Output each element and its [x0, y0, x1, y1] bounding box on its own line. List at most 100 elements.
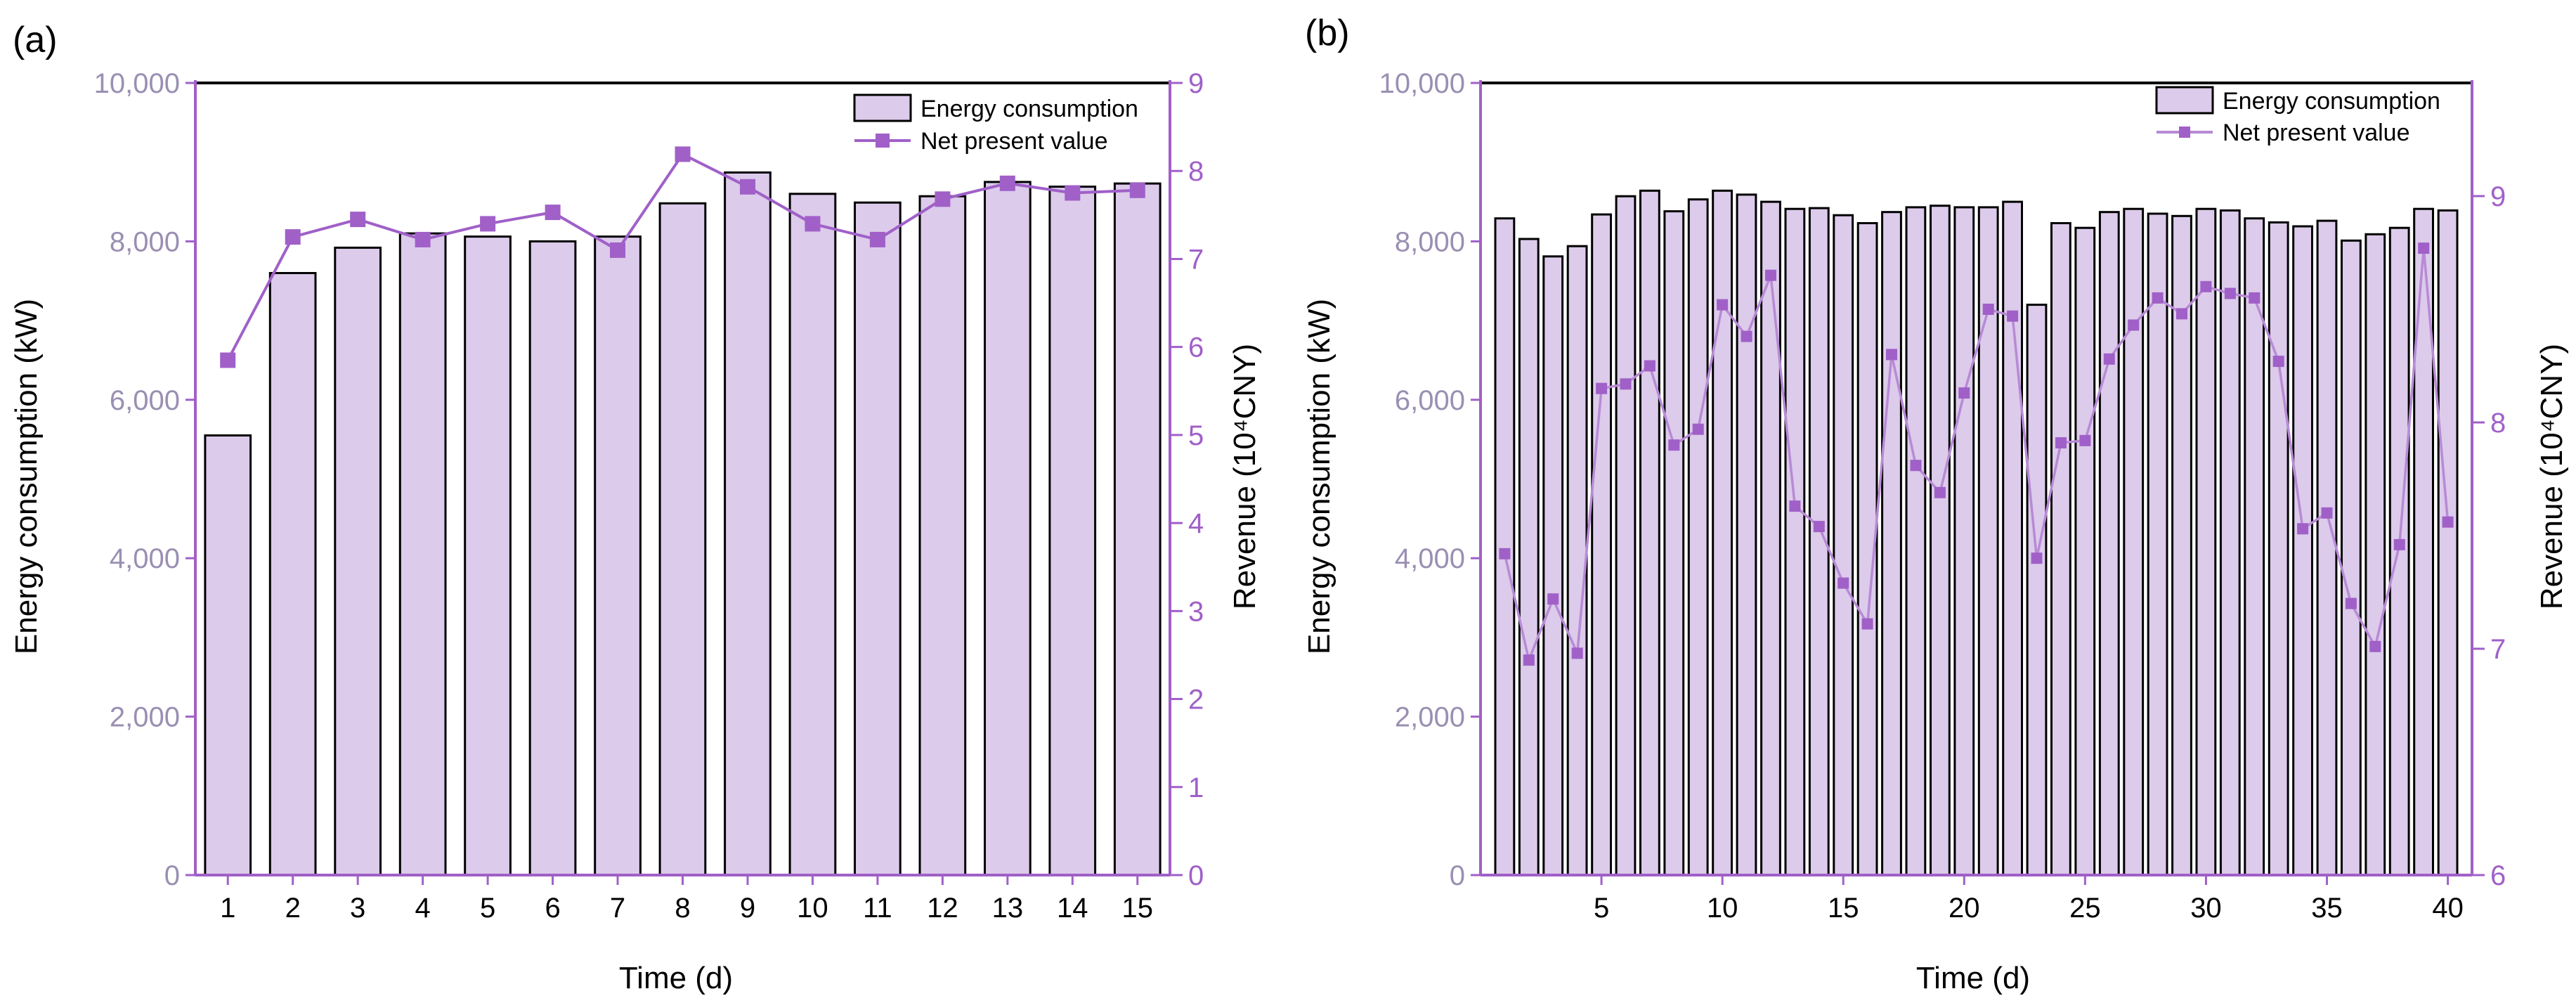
npv-point-a-2 [285, 229, 301, 245]
bar-b-19 [1930, 205, 1951, 876]
bar-a-15 [1113, 182, 1162, 876]
y2-tick-label-a-0: 0 [1188, 860, 1204, 891]
bar-a-3 [334, 246, 382, 876]
npv-point-a-8 [675, 146, 691, 162]
npv-point-b-16 [1861, 618, 1873, 630]
npv-point-b-2 [1523, 654, 1535, 666]
chart-panel-b: 0 2,000 4,000 6,000 8,000 10,000 6 7 8 9 5 10 15 20 25… [1302, 13, 2569, 995]
bar-b-11 [1736, 193, 1757, 876]
npv-point-b-30 [2200, 280, 2212, 292]
npv-point-b-33 [2272, 356, 2284, 368]
npv-point-b-23 [2031, 552, 2043, 564]
bar-b-27 [2123, 207, 2145, 876]
bar-b-17 [1881, 211, 1902, 876]
legend-swatch-bar-a [853, 93, 912, 122]
bar-b-7 [1639, 189, 1660, 876]
npv-point-b-11 [1741, 330, 1752, 342]
bar-a-9 [724, 171, 772, 876]
bar-a-14 [1048, 186, 1097, 876]
bar-a-6 [528, 240, 577, 876]
y-tick-label-b-6000: 6,000 [1395, 385, 1465, 416]
y-tick-label-a-0: 0 [164, 860, 180, 891]
y-tick-label-b-0: 0 [1450, 860, 1465, 891]
npv-point-a-11 [869, 231, 885, 247]
npv-point-b-29 [2176, 308, 2187, 320]
y2-axis-label-b: Revenue (10⁴CNY) [2535, 344, 2569, 609]
npv-point-b-1 [1499, 548, 1511, 559]
npv-point-a-1 [220, 352, 236, 368]
x-tick-label-a-4: 4 [415, 893, 431, 924]
npv-point-b-21 [1982, 304, 1994, 315]
npv-point-a-15 [1129, 182, 1145, 198]
bar-b-9 [1687, 198, 1709, 876]
bar-a-2 [268, 272, 317, 876]
bar-a-7 [594, 235, 642, 876]
npv-point-b-3 [1547, 593, 1559, 605]
legend-swatch-bar-b [2155, 86, 2214, 115]
y-tick-label-b-4000: 4,000 [1395, 543, 1465, 574]
bar-b-34 [2292, 225, 2313, 876]
npv-point-a-12 [935, 191, 951, 207]
npv-point-b-13 [1789, 500, 1801, 512]
npv-point-b-31 [2224, 287, 2236, 299]
npv-point-b-40 [2442, 516, 2454, 528]
x-tick-label-a-10: 10 [797, 893, 828, 924]
bar-a-10 [788, 193, 837, 876]
legend-label-line-b: Net present value [2223, 119, 2410, 146]
x-tick-label-a-12: 12 [927, 893, 958, 924]
bar-b-33 [2268, 221, 2289, 876]
bar-b-8 [1663, 210, 1685, 876]
npv-point-b-9 [1692, 423, 1704, 435]
line-series-a [220, 146, 1145, 368]
x-tick-label-b-15: 15 [1828, 893, 1859, 924]
x-tick-label-a-3: 3 [350, 893, 365, 924]
bar-b-2 [1518, 238, 1540, 876]
x-tick-label-b-5: 5 [1594, 893, 1609, 924]
y2-tick-label-b-7: 7 [2490, 634, 2506, 665]
bar-b-18 [1905, 206, 1927, 876]
bar-b-40 [2437, 209, 2459, 876]
legend-b: Energy consumption Net present value [2155, 86, 2440, 146]
y2-tick-label-a-3: 3 [1188, 596, 1204, 627]
y-tick-label-b-10000: 10,000 [1379, 68, 1465, 99]
y-tick-label-b-2000: 2,000 [1395, 702, 1465, 733]
bar-b-35 [2316, 219, 2338, 876]
npv-point-a-14 [1065, 185, 1081, 201]
legend-swatch-marker-a [876, 134, 890, 148]
y2-tick-label-a-8: 8 [1188, 156, 1204, 187]
bar-b-25 [2074, 226, 2096, 876]
axes-b: 0 2,000 4,000 6,000 8,000 10,000 6 7 8 9 5 10 15 20 25… [1379, 68, 2506, 924]
npv-point-b-15 [1837, 577, 1849, 589]
x-tick-label-a-8: 8 [675, 893, 690, 924]
y-tick-label-a-2000: 2,000 [110, 702, 180, 733]
bar-b-26 [2098, 211, 2120, 876]
npv-point-b-26 [2103, 353, 2115, 365]
x-tick-label-a-6: 6 [545, 893, 560, 924]
legend-label-bar-a: Energy consumption [921, 96, 1138, 122]
x-tick-label-b-20: 20 [1949, 893, 1980, 924]
npv-line-b [1503, 247, 2450, 664]
y-axis-label-b: Energy consumption (kW) [1302, 299, 1336, 654]
y2-tick-label-a-6: 6 [1188, 332, 1204, 363]
x-tick-label-a-9: 9 [740, 893, 755, 924]
npv-point-b-7 [1644, 360, 1655, 372]
bar-a-12 [918, 195, 967, 876]
npv-point-a-10 [805, 216, 821, 232]
bar-b-30 [2195, 207, 2217, 876]
legend-swatch-marker-b [2179, 127, 2190, 138]
bar-b-3 [1542, 255, 1564, 876]
legend-label-bar-b: Energy consumption [2223, 88, 2440, 115]
line-series-b [1499, 242, 2454, 666]
npv-point-b-24 [2055, 437, 2067, 448]
y-tick-label-a-10000: 10,000 [94, 68, 180, 99]
npv-point-b-39 [2418, 242, 2430, 254]
y2-tick-label-b-9: 9 [2490, 181, 2506, 212]
bar-b-13 [1784, 207, 1806, 876]
bar-b-12 [1760, 200, 1781, 876]
bar-a-1 [204, 434, 252, 876]
bar-a-13 [984, 181, 1032, 876]
x-tick-label-b-35: 35 [2311, 893, 2343, 924]
